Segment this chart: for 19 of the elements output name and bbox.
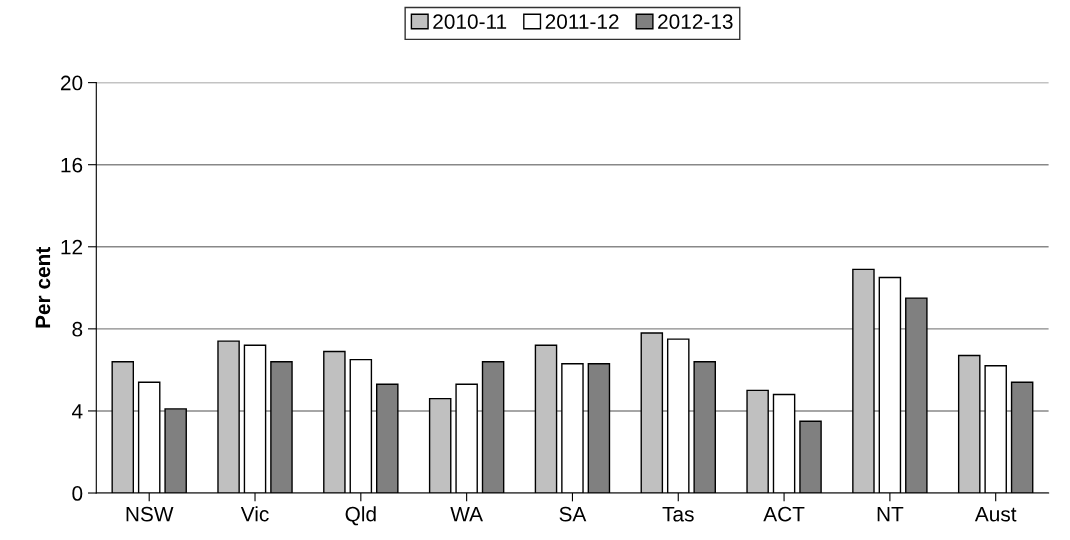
y-tick-label: 20 (60, 75, 83, 91)
y-tick-label: 12 (61, 239, 83, 255)
x-tick-label: Vic (240, 506, 269, 522)
y-tick-label: 8 (72, 321, 83, 337)
x-tick-label: NT (877, 506, 904, 522)
x-tick-label: WA (450, 506, 483, 522)
y-tick-label: 0 (72, 486, 83, 501)
x-tick-label: ACT (763, 506, 805, 522)
legend-label: 2010-11 (433, 14, 507, 29)
y-tick-label: 4 (72, 404, 83, 419)
y-tick-label: 16 (61, 157, 83, 173)
x-tick-label: NSW (126, 506, 174, 522)
x-tick-label: SA (559, 506, 587, 522)
x-tick-label: Qld (345, 506, 376, 526)
legend-label: 2011-12 (545, 14, 619, 29)
x-tick-label: Tas (662, 506, 694, 522)
x-tick-label: Aust (974, 506, 1017, 522)
y-axis-title: Per cent (35, 246, 51, 328)
legend-label: 2012-13 (658, 14, 733, 29)
